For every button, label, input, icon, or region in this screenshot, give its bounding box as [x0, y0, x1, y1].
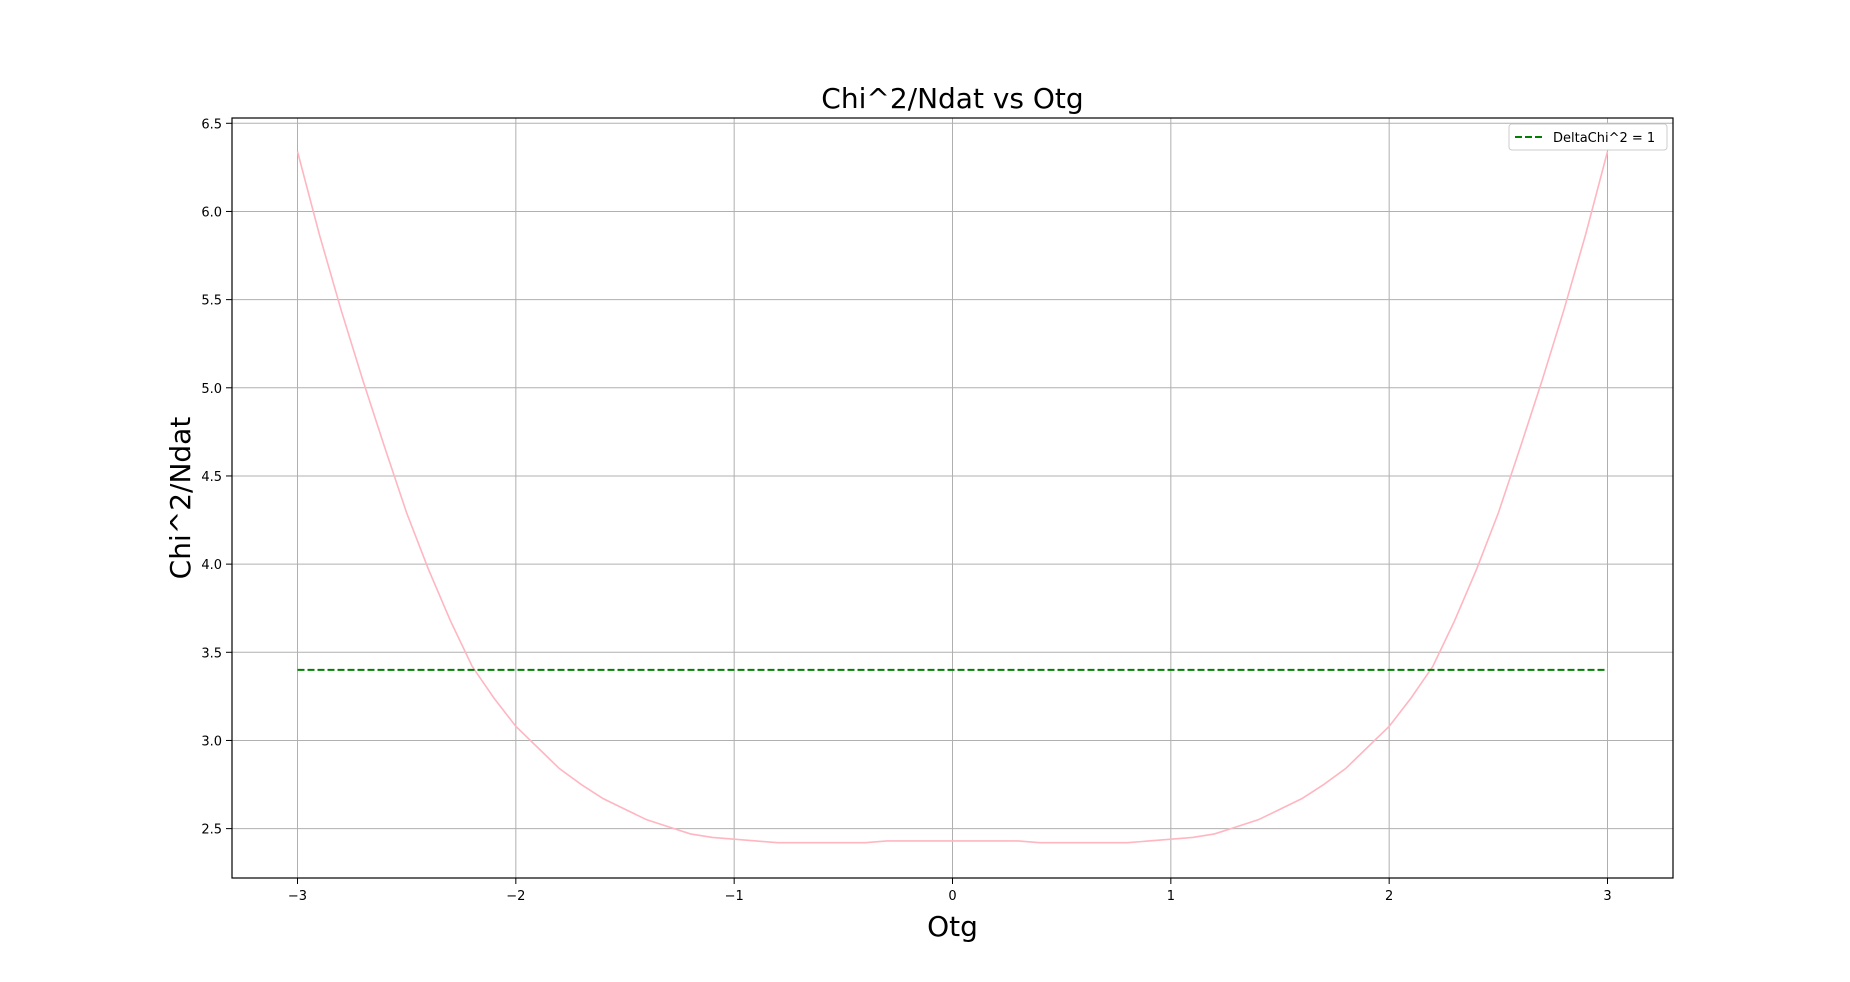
y-tick-label: 6.0	[201, 205, 222, 220]
series-line-chi2-curve	[296, 151, 1609, 844]
ticks: −3 −2 −1 0 1 2 3 2.5 3.0 3.5 4.0 4.5 5.0 5.5 6.0 6.5	[201, 117, 1611, 904]
chart-title: Chi^2/Ndat vs Otg	[821, 82, 1083, 115]
y-tick-label: 4.0	[201, 558, 222, 573]
legend-label-delta-chi2: DeltaChi^2 = 1	[1553, 131, 1655, 146]
y-tick-label: 4.5	[201, 470, 222, 485]
y-tick-label: 2.5	[201, 823, 222, 838]
y-tick-label: 5.0	[201, 382, 222, 397]
x-tick-label: 0	[948, 889, 956, 904]
y-tick-label: 5.5	[201, 294, 222, 309]
x-tick-label: 1	[1167, 889, 1175, 904]
y-axis-title: Chi^2/Ndat	[164, 417, 197, 580]
x-tick-label: −3	[288, 889, 307, 904]
x-tick-label: 3	[1603, 889, 1611, 904]
x-tick-label: 2	[1385, 889, 1393, 904]
legend: DeltaChi^2 = 1	[1508, 123, 1668, 151]
series-layer	[296, 151, 1609, 844]
legend-box	[1508, 123, 1668, 151]
x-tick-label: −1	[725, 889, 744, 904]
x-axis-title: Otg	[927, 910, 978, 943]
grid	[232, 118, 1673, 878]
y-tick-label: 3.5	[201, 646, 222, 661]
y-tick-label: 6.5	[201, 117, 222, 132]
x-tick-label: −2	[506, 889, 525, 904]
y-tick-label: 3.0	[201, 734, 222, 749]
